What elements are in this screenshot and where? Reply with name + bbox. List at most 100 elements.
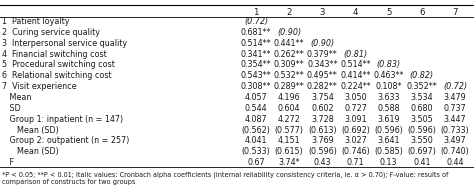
Text: 0.354**: 0.354** [241, 60, 271, 69]
Text: 0.308**: 0.308** [241, 82, 271, 91]
Text: 5: 5 [386, 8, 392, 17]
Text: Mean: Mean [2, 93, 32, 102]
Text: 7  Visit experience: 7 Visit experience [2, 82, 77, 91]
Text: (0.596): (0.596) [374, 126, 403, 135]
Text: 0.262**: 0.262** [274, 50, 304, 59]
Text: *P < 0.05; **P < 0.01; Italic values: Cronbach alpha coefficients (internal reli: *P < 0.05; **P < 0.01; Italic values: Cr… [2, 172, 449, 178]
Text: 2: 2 [286, 8, 292, 17]
Text: (0.697): (0.697) [408, 147, 436, 156]
Text: 0.414**: 0.414** [340, 71, 371, 80]
Text: 0.309**: 0.309** [274, 60, 304, 69]
Text: 4.057: 4.057 [245, 93, 267, 102]
Text: 0.67: 0.67 [247, 158, 265, 167]
Text: 3.050: 3.050 [344, 93, 367, 102]
Text: 0.71: 0.71 [346, 158, 365, 167]
Text: 4.041: 4.041 [245, 137, 267, 145]
Text: 0.602: 0.602 [311, 104, 334, 113]
Text: (0.81): (0.81) [344, 50, 367, 59]
Text: SD: SD [2, 104, 21, 113]
Text: 0.737: 0.737 [444, 104, 466, 113]
Text: 0.463**: 0.463** [374, 71, 404, 80]
Text: (0.746): (0.746) [341, 147, 370, 156]
Text: 4: 4 [353, 8, 358, 17]
Text: (0.740): (0.740) [441, 147, 469, 156]
Text: (0.596): (0.596) [308, 147, 337, 156]
Text: 0.604: 0.604 [278, 104, 301, 113]
Text: 0.224**: 0.224** [340, 82, 371, 91]
Text: 0.44: 0.44 [447, 158, 464, 167]
Text: 6: 6 [419, 8, 425, 17]
Text: 1: 1 [253, 8, 259, 17]
Text: 0.341**: 0.341** [241, 50, 271, 59]
Text: (0.615): (0.615) [275, 147, 303, 156]
Text: 3.633: 3.633 [377, 93, 400, 102]
Text: 3.728: 3.728 [311, 115, 334, 124]
Text: (0.613): (0.613) [308, 126, 337, 135]
Text: 3.091: 3.091 [344, 115, 367, 124]
Text: (0.692): (0.692) [341, 126, 370, 135]
Text: (0.596): (0.596) [408, 126, 436, 135]
Text: F: F [2, 158, 14, 167]
Text: 3.769: 3.769 [311, 137, 334, 145]
Text: 3.534: 3.534 [410, 93, 433, 102]
Text: (0.72): (0.72) [244, 17, 268, 26]
Text: (0.90): (0.90) [310, 39, 334, 48]
Text: 0.379**: 0.379** [307, 50, 337, 59]
Text: (0.562): (0.562) [242, 126, 270, 135]
Text: 0.495**: 0.495** [307, 71, 337, 80]
Text: 0.543**: 0.543** [241, 71, 271, 80]
Text: 1  Patient loyalty: 1 Patient loyalty [2, 17, 70, 26]
Text: 3.027: 3.027 [344, 137, 367, 145]
Text: comparison of constructs for two groups: comparison of constructs for two groups [2, 179, 136, 185]
Text: 0.289**: 0.289** [274, 82, 304, 91]
Text: 4.272: 4.272 [278, 115, 301, 124]
Text: (0.733): (0.733) [441, 126, 469, 135]
Text: 3: 3 [319, 8, 325, 17]
Text: 5  Procedural switching cost: 5 Procedural switching cost [2, 60, 115, 69]
Text: (0.72): (0.72) [443, 82, 467, 91]
Text: 0.41: 0.41 [413, 158, 430, 167]
Text: 0.588: 0.588 [377, 104, 400, 113]
Text: 3.550: 3.550 [410, 137, 433, 145]
Text: 0.343**: 0.343** [307, 60, 337, 69]
Text: 0.680: 0.680 [410, 104, 433, 113]
Text: (0.577): (0.577) [274, 126, 304, 135]
Text: 4.196: 4.196 [278, 93, 301, 102]
Text: 3.619: 3.619 [377, 115, 400, 124]
Text: 0.43: 0.43 [314, 158, 331, 167]
Text: 3.754: 3.754 [311, 93, 334, 102]
Text: 3  Interpersonal service quality: 3 Interpersonal service quality [2, 39, 128, 48]
Text: Mean (SD): Mean (SD) [2, 126, 59, 135]
Text: 0.352**: 0.352** [407, 82, 437, 91]
Text: 0.681**: 0.681** [241, 28, 271, 37]
Text: 4.151: 4.151 [278, 137, 301, 145]
Text: 3.505: 3.505 [410, 115, 433, 124]
Text: 6  Relational switching cost: 6 Relational switching cost [2, 71, 112, 80]
Text: 7: 7 [452, 8, 458, 17]
Text: 0.514**: 0.514** [340, 60, 371, 69]
Text: (0.90): (0.90) [277, 28, 301, 37]
Text: Mean (SD): Mean (SD) [2, 147, 59, 156]
Text: (0.585): (0.585) [374, 147, 403, 156]
Text: 0.13: 0.13 [380, 158, 397, 167]
Text: 0.282**: 0.282** [307, 82, 337, 91]
Text: (0.82): (0.82) [410, 71, 434, 80]
Text: 0.441**: 0.441** [274, 39, 304, 48]
Text: 0.544: 0.544 [245, 104, 267, 113]
Text: 2  Curing service quality: 2 Curing service quality [2, 28, 100, 37]
Text: 0.514**: 0.514** [241, 39, 271, 48]
Text: Group 1: inpatient (n = 147): Group 1: inpatient (n = 147) [2, 115, 124, 124]
Text: 0.727: 0.727 [344, 104, 367, 113]
Text: 3.74*: 3.74* [278, 158, 300, 167]
Text: 3.641: 3.641 [377, 137, 400, 145]
Text: 3.447: 3.447 [444, 115, 466, 124]
Text: 3.479: 3.479 [444, 93, 466, 102]
Text: 3.497: 3.497 [444, 137, 466, 145]
Text: 0.108*: 0.108* [375, 82, 402, 91]
Text: (0.83): (0.83) [377, 60, 401, 69]
Text: 4  Financial switching cost: 4 Financial switching cost [2, 50, 107, 59]
Text: Group 2: outpatient (n = 257): Group 2: outpatient (n = 257) [2, 137, 130, 145]
Text: (0.533): (0.533) [242, 147, 270, 156]
Text: 0.532**: 0.532** [274, 71, 304, 80]
Text: 4.087: 4.087 [245, 115, 267, 124]
